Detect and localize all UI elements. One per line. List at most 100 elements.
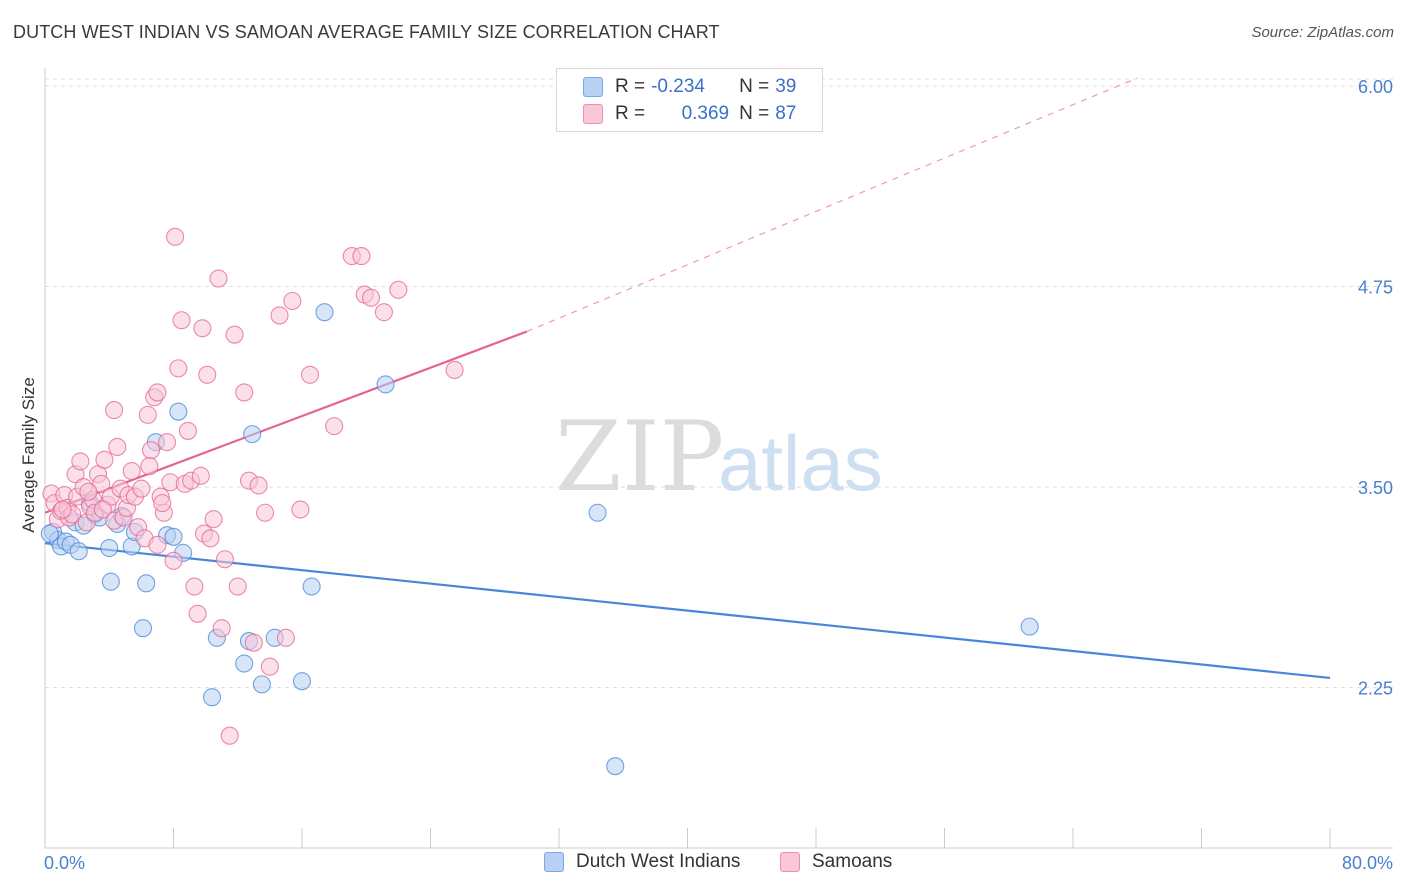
- point-samoans: [141, 441, 161, 460]
- point-samoans: [188, 604, 207, 623]
- watermark: ZIP atlas: [555, 401, 883, 513]
- point-dutch-west-indians: [137, 574, 156, 593]
- legend-r-value: 0.369: [681, 103, 730, 124]
- point-samoans: [95, 450, 114, 469]
- point-samoans: [225, 325, 244, 344]
- x-tick-label: 0.0%: [44, 853, 85, 873]
- point-samoans: [169, 359, 188, 378]
- point-samoans: [79, 482, 98, 501]
- legend-n-label: N =: [739, 76, 770, 97]
- legend-swatch-blue: [583, 77, 603, 97]
- point-samoans: [122, 461, 141, 481]
- point-dutch-west-indians: [243, 425, 262, 444]
- legend-row-samoans: R = 0.369 N = 87: [583, 102, 796, 126]
- point-samoans: [228, 577, 247, 596]
- point-samoans: [132, 479, 151, 498]
- point-samoans: [235, 383, 254, 402]
- point-samoans: [249, 476, 268, 495]
- legend-r-value: -0.234: [651, 76, 705, 97]
- point-samoans: [300, 365, 320, 384]
- point-dutch-west-indians: [235, 654, 254, 673]
- watermark-atlas: atlas: [718, 419, 883, 507]
- point-samoans: [270, 306, 289, 325]
- y-tick-label: 2.25: [1358, 679, 1393, 699]
- point-dutch-west-indians: [292, 672, 312, 691]
- axes: [44, 68, 1393, 849]
- point-samoans: [283, 291, 302, 311]
- point-samoans: [172, 311, 191, 330]
- chart-title: DUTCH WEST INDIAN VS SAMOAN AVERAGE FAMI…: [13, 22, 720, 42]
- y-axis-label: Average Family Size: [19, 377, 38, 533]
- point-samoans: [362, 288, 381, 307]
- point-dutch-west-indians: [588, 503, 607, 522]
- point-dutch-west-indians: [315, 303, 334, 322]
- legend-item-dutch-west-indians[interactable]: Dutch West Indians: [544, 851, 740, 873]
- point-samoans: [220, 726, 239, 745]
- legend-r-label: R =: [615, 103, 646, 124]
- point-dutch-west-indians: [606, 757, 625, 776]
- legend-swatch-pink: [780, 852, 800, 872]
- point-samoans: [209, 269, 228, 288]
- point-samoans: [193, 319, 212, 338]
- legend-label: Samoans: [812, 851, 893, 872]
- point-samoans: [148, 383, 167, 402]
- point-samoans: [53, 500, 72, 519]
- y-tick-label: 3.50: [1358, 478, 1393, 498]
- point-samoans: [244, 633, 263, 652]
- legend-swatch-pink: [583, 104, 603, 124]
- legend-row-dutch-west-indians: R = -0.234 N = 39: [583, 75, 796, 99]
- point-dutch-west-indians: [164, 527, 183, 546]
- point-samoans: [291, 500, 310, 519]
- point-dutch-west-indians: [40, 524, 59, 543]
- point-dutch-west-indians: [169, 402, 188, 421]
- point-samoans: [201, 529, 220, 548]
- point-samoans: [158, 433, 177, 452]
- point-samoans: [166, 227, 185, 246]
- gridlines: [45, 78, 1393, 689]
- watermark-zip: ZIP: [555, 401, 724, 513]
- point-dutch-west-indians: [376, 375, 395, 394]
- point-dutch-west-indians: [252, 675, 271, 694]
- legend-n-value: 87: [775, 103, 797, 124]
- point-samoans: [374, 303, 393, 322]
- point-samoans: [178, 421, 198, 440]
- point-samoans: [138, 405, 157, 424]
- point-samoans: [204, 510, 223, 529]
- data-points: [40, 227, 1039, 776]
- point-samoans: [256, 503, 275, 522]
- point-dutch-west-indians: [133, 619, 153, 638]
- stats-legend: R = -0.234 N = 39 R = 0.369 N = 87: [556, 68, 823, 132]
- x-tick-label: 80.0%: [1342, 853, 1393, 873]
- point-samoans: [191, 466, 210, 485]
- y-tick-label: 6.00: [1358, 77, 1393, 97]
- point-samoans: [108, 437, 127, 457]
- legend-label: Dutch West Indians: [576, 851, 741, 872]
- trend-line-samoans-extension: [526, 77, 1138, 333]
- point-samoans: [212, 619, 231, 638]
- point-samoans: [92, 474, 111, 493]
- point-dutch-west-indians: [302, 577, 321, 596]
- point-samoans: [140, 457, 159, 476]
- point-dutch-west-indians: [101, 572, 120, 591]
- point-dutch-west-indians: [203, 688, 222, 707]
- y-tick-label: 4.75: [1358, 278, 1393, 298]
- legend-n-label: N =: [739, 103, 770, 124]
- tick-labels: 2.25 3.50 4.75 6.00 0.0% 80.0%: [44, 77, 1393, 873]
- point-samoans: [93, 500, 112, 519]
- point-dutch-west-indians: [1020, 617, 1039, 636]
- point-samoans: [164, 551, 183, 570]
- point-samoans: [352, 247, 371, 266]
- point-samoans: [185, 577, 204, 596]
- point-samoans: [260, 657, 279, 676]
- legend-swatch-blue: [544, 852, 564, 872]
- legend-item-samoans[interactable]: Samoans: [780, 851, 892, 873]
- point-dutch-west-indians: [100, 538, 119, 558]
- point-samoans: [325, 417, 344, 436]
- series-legend: Dutch West Indians Samoans: [0, 851, 1406, 877]
- point-samoans: [215, 550, 234, 569]
- point-dutch-west-indians: [69, 542, 88, 561]
- trend-line-dutch-west-indians: [44, 542, 1331, 680]
- legend-r-label: R =: [615, 76, 646, 97]
- point-samoans: [148, 535, 167, 554]
